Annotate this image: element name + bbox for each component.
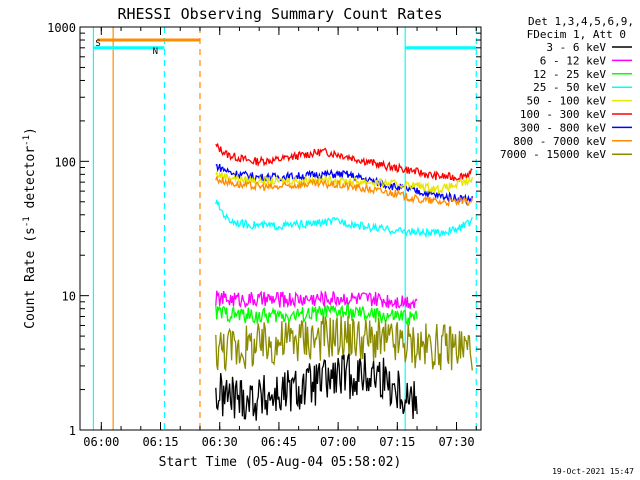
legend-entry-label: 100 - 300 keV xyxy=(520,108,606,121)
legend-entry-label: 3 - 6 keV xyxy=(546,41,606,54)
series-line xyxy=(215,352,418,421)
x-tick-label: 06:15 xyxy=(142,435,178,449)
time-markers xyxy=(92,27,477,430)
legend-entry-label: 25 - 50 keV xyxy=(533,81,606,94)
series-line xyxy=(215,142,473,183)
y-axis-label-part1: Count Rate (s xyxy=(23,227,38,329)
x-tick-label: 06:45 xyxy=(261,435,297,449)
y-axis-label-part3: ) xyxy=(23,127,38,135)
y-axis-label-sup2: -1 xyxy=(22,135,32,146)
series-line xyxy=(215,289,418,309)
x-tick-label: 07:15 xyxy=(379,435,415,449)
x-tick-label: 06:30 xyxy=(202,435,238,449)
data-series xyxy=(215,142,473,421)
flag-label: N xyxy=(153,47,158,57)
legend-entry-label: 6 - 12 keV xyxy=(540,54,607,67)
series-line xyxy=(215,163,473,206)
y-tick-label: 100 xyxy=(54,155,76,169)
legend-entry-label: 7000 - 15000 keV xyxy=(500,148,606,161)
x-tick-label: 07:00 xyxy=(320,435,356,449)
legend-header-line1: Det 1,3,4,5,6,9, xyxy=(528,15,634,28)
series-line xyxy=(215,176,473,208)
x-axis: 06:00 06:15 06:30 06:45 07:00 07:15 07:30 xyxy=(83,27,477,449)
series-line xyxy=(215,199,473,239)
series-line xyxy=(215,304,418,326)
chart-title: RHESSI Observing Summary Count Rates xyxy=(117,5,442,23)
legend: Det 1,3,4,5,6,9, FDecim 1, Att 0 3 - 6 k… xyxy=(500,15,634,161)
x-tick-label: 07:30 xyxy=(438,435,474,449)
plot-frame xyxy=(79,26,482,431)
y-axis-label-sup1: -1 xyxy=(22,216,32,227)
series-line xyxy=(215,315,473,373)
y-axis-label-part2: detector xyxy=(23,146,38,217)
y-tick-label: 1 xyxy=(69,424,76,438)
date-stamp: 19-Oct-2021 15:47 xyxy=(552,467,634,476)
y-axis-label: Count Rate (s-1 detector-1) xyxy=(22,127,38,329)
y-tick-label: 1000 xyxy=(47,21,76,35)
series-line xyxy=(215,170,473,195)
flag-bars: SN xyxy=(93,38,477,57)
legend-entry-label: 12 - 25 keV xyxy=(533,68,606,81)
y-axis: 1 10 100 1000 xyxy=(47,21,481,438)
flag-label: S xyxy=(95,39,100,49)
x-axis-label: Start Time (05-Aug-04 05:58:02) xyxy=(159,455,402,470)
y-tick-label: 10 xyxy=(62,290,76,304)
x-tick-label: 06:00 xyxy=(83,435,119,449)
legend-header-line2: FDecim 1, Att 0 xyxy=(527,28,626,41)
legend-entry-label: 300 - 800 keV xyxy=(520,121,606,134)
legend-entry-label: 50 - 100 keV xyxy=(527,95,607,108)
legend-entry-label: 800 - 7000 keV xyxy=(513,135,606,148)
plot-area: SN xyxy=(79,26,482,431)
